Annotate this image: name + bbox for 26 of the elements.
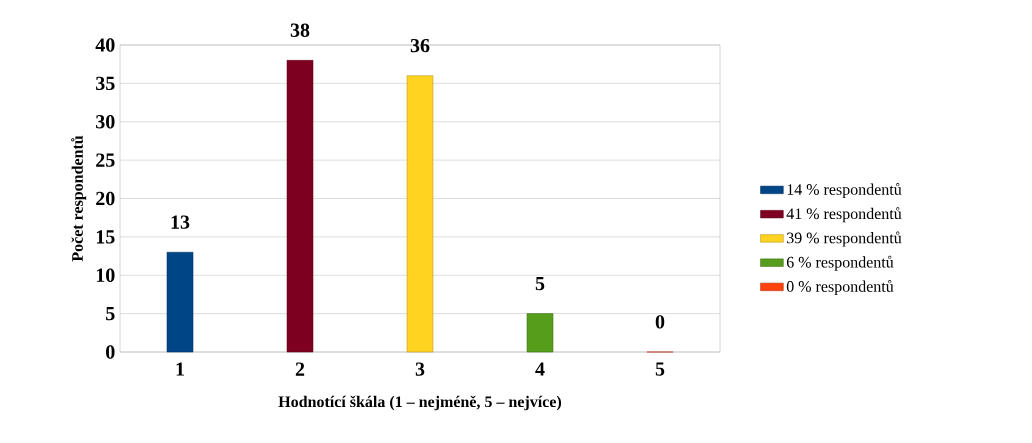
data-label: 36 xyxy=(410,38,430,53)
x-tick-label: 3 xyxy=(415,362,425,376)
x-tick-label: 1 xyxy=(176,362,184,376)
data-label: 0 xyxy=(655,315,665,329)
y-tick-label: 0 xyxy=(106,345,115,359)
data-label: 13 xyxy=(171,215,190,229)
y-tick-label: 15 xyxy=(96,230,115,244)
x-tick-label: 4 xyxy=(535,362,545,376)
legend-label: 39 % respondentů xyxy=(787,231,902,247)
legend-label: 14 % respondentů xyxy=(787,183,902,199)
y-tick-label: 10 xyxy=(96,268,115,282)
legend-label: 6 % respondentů xyxy=(786,255,894,271)
y-axis-title: Počet respondentů xyxy=(71,135,87,262)
y-tick-label: 25 xyxy=(96,153,115,167)
x-axis-title: Hodnotící škála (1 – nejméně, 5 – nejvíce) xyxy=(278,395,562,411)
legend-label: 0 % respondentů xyxy=(786,280,894,296)
data-label: 38 xyxy=(290,23,310,37)
y-tick-label: 40 xyxy=(95,38,115,52)
x-tick-label: 2 xyxy=(295,362,305,376)
x-tick-label: 5 xyxy=(655,362,665,376)
y-tick-label: 20 xyxy=(96,191,115,206)
data-label: 5 xyxy=(535,276,545,291)
y-tick-label: 5 xyxy=(106,306,115,321)
y-tick-label: 35 xyxy=(96,76,115,91)
legend-label: 41 % respondentů xyxy=(786,207,902,223)
y-tick-label: 30 xyxy=(96,115,115,129)
